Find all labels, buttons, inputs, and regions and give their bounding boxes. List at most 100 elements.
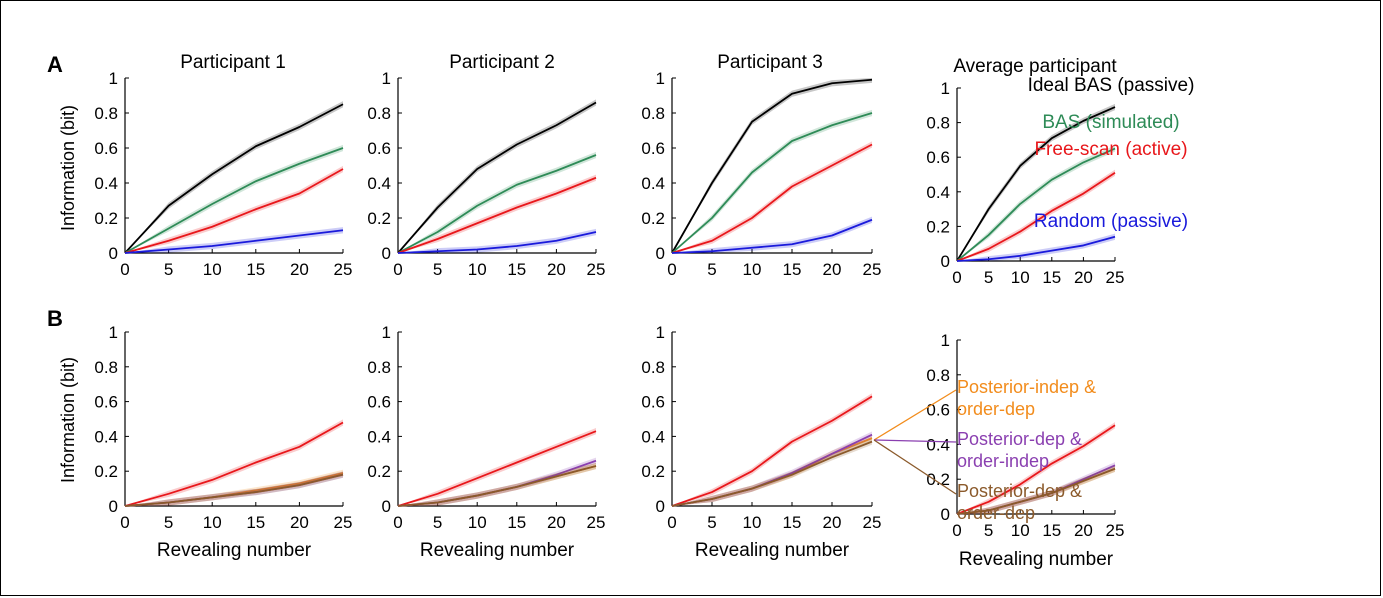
x-tick-label: 10 (203, 513, 222, 532)
x-tick-label: 20 (823, 513, 842, 532)
line-bas-simulated (956, 147, 1116, 262)
y-tick-label: 0.8 (641, 104, 665, 123)
legend-leader-line (873, 439, 957, 495)
y-tick-label: 0 (941, 505, 950, 524)
x-tick-label: 10 (743, 260, 762, 279)
band-posterior-dep-order-indep (125, 471, 343, 506)
y-tick-label: 0.4 (926, 435, 950, 454)
line-ideal-bas-passive (397, 101, 597, 254)
y-tick-label: 1 (656, 323, 665, 342)
x-tick-label: 10 (1011, 521, 1030, 540)
line-bas-simulated (397, 154, 597, 254)
y-tick-label: 0.8 (926, 366, 950, 385)
x-tick-label: 15 (246, 513, 265, 532)
legend-b-label: Posterior-indep & (957, 377, 1096, 397)
y-axis-label: Information (bit) (58, 357, 78, 483)
line-free-scan-active (671, 143, 873, 254)
legend-b-label: Posterior-dep & (957, 481, 1082, 501)
y-tick-label: 0 (656, 244, 665, 263)
y-tick-label: 0.8 (367, 358, 391, 377)
x-tick-label: 10 (203, 260, 222, 279)
x-tick-label: 20 (547, 513, 566, 532)
x-tick-label: 25 (863, 513, 882, 532)
x-tick-label: 0 (952, 268, 961, 287)
x-tick-label: 15 (507, 513, 526, 532)
y-tick-label: 1 (109, 69, 118, 88)
x-tick-label: 0 (120, 260, 129, 279)
y-tick-label: 0.4 (94, 174, 118, 193)
legend-a-label: Ideal BAS (passive) (1028, 75, 1195, 96)
y-tick-label: 0.8 (94, 358, 118, 377)
y-tick-label: 0.2 (926, 217, 950, 236)
legend-b-label: Posterior-dep & (957, 429, 1082, 449)
legend-a-label: Free-scan (active) (1034, 139, 1187, 160)
line-posterior-dep-order-dep (124, 473, 344, 507)
panel-A-3: 00.20.40.60.810 5 10 15 20 25 (641, 69, 881, 279)
y-axis-label: Information (bit) (58, 105, 78, 231)
y-tick-label: 0.4 (641, 427, 665, 446)
legend-leader-line (873, 439, 957, 443)
x-tick-label: 0 (120, 513, 129, 532)
legend-a-label: BAS (simulated) (1042, 112, 1179, 133)
line-bas-simulated (671, 112, 873, 254)
line-random-passive (397, 231, 597, 254)
y-tick-label: 0.6 (367, 393, 391, 412)
panel-A-4: 00.20.40.60.810 5 10 15 20 25 (926, 79, 1124, 287)
y-tick-label: 0 (109, 497, 118, 516)
y-tick-label: 0 (941, 252, 950, 271)
x-tick-label: 20 (1074, 521, 1093, 540)
y-tick-label: 1 (382, 323, 391, 342)
x-tick-label: 15 (1042, 521, 1061, 540)
y-tick-label: 0.4 (94, 427, 118, 446)
x-tick-label: 15 (783, 260, 802, 279)
y-tick-label: 0 (382, 244, 391, 263)
x-tick-label: 5 (433, 513, 442, 532)
y-tick-label: 0.2 (94, 462, 118, 481)
x-tick-label: 20 (547, 260, 566, 279)
y-tick-label: 0.2 (641, 209, 665, 228)
y-tick-label: 0.4 (367, 427, 391, 446)
y-tick-label: 0.6 (367, 139, 391, 158)
x-tick-label: 5 (164, 260, 173, 279)
x-tick-label: 15 (783, 513, 802, 532)
x-tick-label: 5 (433, 260, 442, 279)
x-tick-label: 20 (823, 260, 842, 279)
line-free-scan-active (124, 168, 344, 254)
line-free-scan-active (956, 424, 1116, 515)
line-bas-simulated (124, 147, 344, 254)
x-tick-label: 10 (1011, 268, 1030, 287)
x-axis-label: Revealing number (959, 549, 1114, 570)
y-tick-label: 0.6 (926, 148, 950, 167)
y-tick-label: 1 (109, 323, 118, 342)
y-tick-label: 0.8 (926, 114, 950, 133)
x-tick-label: 20 (290, 513, 309, 532)
line-posterior-dep-order-dep (671, 440, 873, 507)
band-posterior-indep-order-dep (125, 469, 343, 506)
x-tick-label: 15 (246, 260, 265, 279)
x-tick-label: 0 (667, 513, 676, 532)
panel-label-b: B (47, 306, 63, 331)
x-tick-label: 25 (863, 260, 882, 279)
x-tick-label: 0 (952, 521, 961, 540)
panel-B-2: 00.20.40.60.810 5 10 15 20 25 (367, 323, 605, 532)
line-free-scan-active (397, 430, 597, 507)
y-tick-label: 1 (382, 69, 391, 88)
y-tick-label: 0.6 (94, 139, 118, 158)
x-tick-label: 0 (393, 513, 402, 532)
legend-a-label: Random (passive) (1034, 211, 1188, 232)
x-tick-label: 15 (1042, 268, 1061, 287)
line-random-passive (956, 235, 1116, 262)
x-tick-label: 25 (1106, 268, 1125, 287)
y-tick-label: 0.6 (94, 393, 118, 412)
panel-title: Participant 1 (180, 52, 286, 73)
x-tick-label: 20 (1074, 268, 1093, 287)
x-axis-label: Revealing number (157, 540, 312, 561)
x-tick-label: 5 (984, 521, 993, 540)
panel-B-1: 00.20.40.60.810 5 10 15 20 25 (94, 323, 352, 532)
panel-title: Average participant (953, 56, 1117, 77)
line-free-scan-active (671, 395, 873, 507)
legend-b-label: order-indep (957, 451, 1049, 471)
band-free-scan-active (672, 141, 872, 253)
y-tick-label: 0.8 (367, 104, 391, 123)
